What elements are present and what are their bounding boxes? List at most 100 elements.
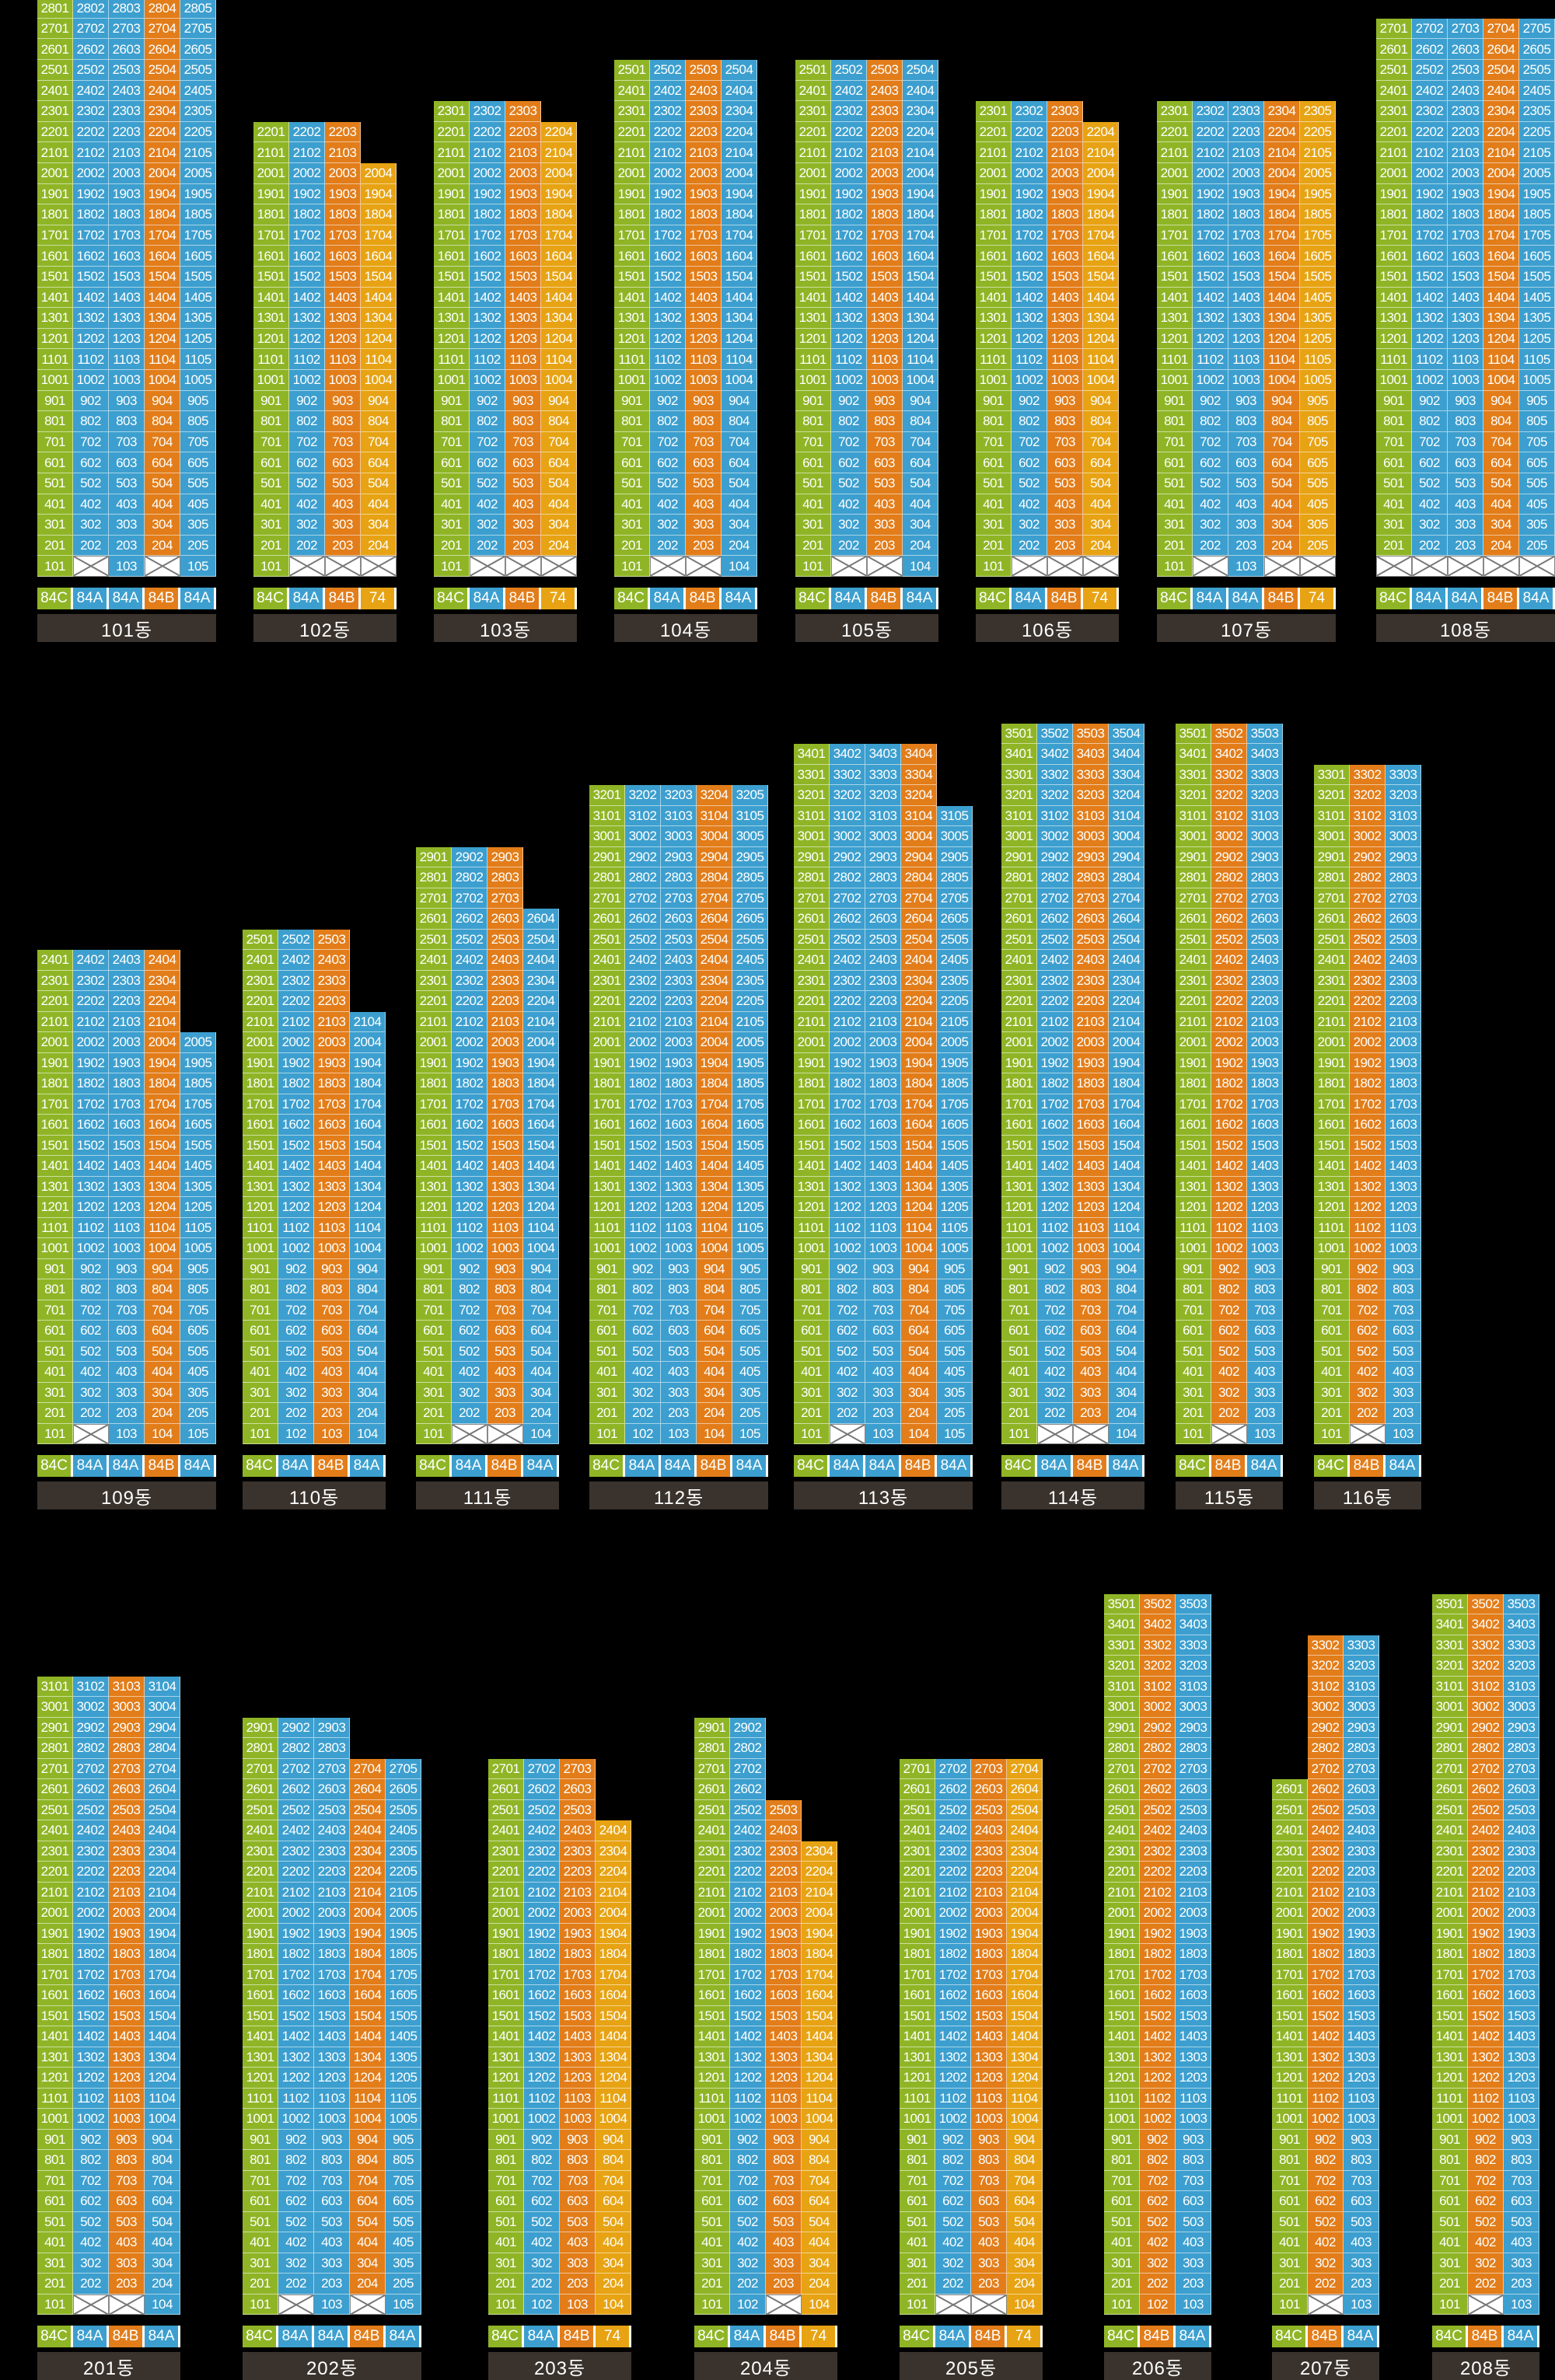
unit-cell: 3102 bbox=[1140, 1676, 1176, 1697]
unit-cell: 2201 bbox=[694, 1862, 730, 1883]
building-name: 104동 bbox=[614, 614, 757, 642]
unit-cell: 1904 bbox=[541, 183, 577, 205]
unit-cell: 1101 bbox=[794, 1217, 830, 1238]
unit-type-label: 84A bbox=[650, 588, 686, 609]
unit-cell: 402 bbox=[730, 2232, 766, 2253]
unit-cell: 1001 bbox=[1376, 370, 1412, 391]
unit-cell: 2402 bbox=[73, 80, 109, 102]
unit-cell: 302 bbox=[830, 1382, 865, 1403]
unit-cell: 903 bbox=[867, 390, 903, 412]
unit-cell: 2602 bbox=[524, 1779, 560, 1800]
unit-cell: 504 bbox=[145, 1341, 180, 1362]
unit-cell: 2304 bbox=[523, 970, 559, 991]
unit-cell: 2503 bbox=[1386, 929, 1421, 950]
unit-cell: 1204 bbox=[350, 2068, 386, 2089]
unit-cell: 1904 bbox=[697, 1052, 732, 1073]
unit-cell: 2104 bbox=[350, 1011, 386, 1032]
unit-cell: 1905 bbox=[1300, 183, 1336, 205]
unit-cell: 2702 bbox=[935, 1758, 971, 1779]
empty-unit bbox=[452, 1423, 487, 1444]
unit-cell: 2102 bbox=[73, 1011, 109, 1032]
unit-cell: 2102 bbox=[1412, 142, 1448, 163]
unit-cell: 2201 bbox=[253, 121, 289, 143]
unit-cell: 1703 bbox=[487, 1094, 523, 1115]
unit-cell: 2402 bbox=[831, 80, 867, 102]
empty-unit bbox=[650, 556, 686, 577]
unit-cell: 904 bbox=[1264, 390, 1300, 412]
unit-cell: 1404 bbox=[596, 2026, 631, 2047]
unit-cell: 2902 bbox=[73, 1717, 109, 1738]
unit-cell: 503 bbox=[1344, 2211, 1379, 2232]
unit-cell: 1704 bbox=[1264, 225, 1300, 246]
unit-cell: 1605 bbox=[732, 1115, 768, 1136]
unit-cell: 701 bbox=[488, 2170, 524, 2191]
unit-cell: 3302 bbox=[1468, 1635, 1504, 1656]
unit-cell: 703 bbox=[1228, 431, 1264, 453]
unit-cell: 303 bbox=[1247, 1382, 1283, 1403]
unit-cell: 1903 bbox=[1073, 1052, 1109, 1073]
unit-cell: 904 bbox=[541, 390, 577, 412]
unit-cell: 2402 bbox=[1308, 1820, 1344, 1841]
unit-cell: 302 bbox=[730, 2253, 766, 2274]
unit-cell: 201 bbox=[1157, 535, 1193, 557]
unit-cell: 2003 bbox=[1386, 1032, 1421, 1053]
unit-cell: 405 bbox=[937, 1362, 973, 1383]
unit-cell: 1804 bbox=[802, 1944, 837, 1965]
unit-cell: 1404 bbox=[903, 287, 938, 309]
unit-cell: 2902 bbox=[830, 846, 865, 867]
unit-cell: 1902 bbox=[278, 1923, 314, 1944]
unit-cell: 2704 bbox=[350, 1758, 386, 1779]
unit-cell: 1004 bbox=[1109, 1238, 1144, 1259]
unit-cell: 1503 bbox=[686, 267, 722, 288]
unit-cell: 1302 bbox=[625, 1176, 661, 1197]
unit-cell: 1904 bbox=[1007, 1923, 1043, 1944]
unit-cell: 1801 bbox=[1001, 1073, 1037, 1094]
unit-cell: 201 bbox=[416, 1403, 452, 1424]
unit-cell: 3403 bbox=[1247, 744, 1283, 765]
unit-cell: 3002 bbox=[1468, 1697, 1504, 1718]
unit-cell: 101 bbox=[243, 1423, 278, 1444]
unit-cell: 1502 bbox=[650, 267, 686, 288]
unit-cell: 1002 bbox=[1012, 370, 1047, 391]
unit-cell: 1004 bbox=[1007, 2109, 1043, 2130]
unit-cell: 1703 bbox=[325, 225, 361, 246]
unit-cell: 2005 bbox=[1519, 163, 1555, 184]
unit-cell: 901 bbox=[488, 2129, 524, 2150]
unit-cell: 1102 bbox=[831, 349, 867, 370]
unit-cell: 2401 bbox=[1272, 1820, 1308, 1841]
unit-cell: 303 bbox=[560, 2253, 596, 2274]
unit-cell: 2501 bbox=[488, 1799, 524, 1820]
unit-cell: 2402 bbox=[650, 80, 686, 102]
unit-cell: 1805 bbox=[180, 204, 216, 225]
unit-cell: 2802 bbox=[73, 1738, 109, 1759]
unit-cell: 2801 bbox=[416, 867, 452, 888]
unit-cell: 2302 bbox=[1140, 1841, 1176, 1862]
unit-cell: 1903 bbox=[1344, 1923, 1379, 1944]
unit-cell: 1101 bbox=[1432, 2088, 1468, 2109]
unit-cell: 2203 bbox=[661, 991, 697, 1012]
unit-cell: 2001 bbox=[1176, 1032, 1211, 1053]
unit-type-label: 84A bbox=[350, 1455, 386, 1477]
unit-cell: 2302 bbox=[73, 1841, 109, 1862]
unit-cell: 3401 bbox=[1001, 744, 1037, 765]
unit-cell: 1404 bbox=[145, 1156, 180, 1177]
unit-cell: 2802 bbox=[625, 867, 661, 888]
unit-cell: 2401 bbox=[1001, 950, 1037, 971]
unit-cell: 3301 bbox=[794, 764, 830, 785]
unit-cell: 1601 bbox=[1104, 1985, 1140, 2006]
unit-cell: 2803 bbox=[487, 867, 523, 888]
unit-cell: 304 bbox=[1083, 515, 1119, 536]
unit-cell: 302 bbox=[278, 2253, 314, 2274]
unit-cell: 605 bbox=[180, 452, 216, 473]
building-name: 207동 bbox=[1272, 2352, 1379, 2380]
unit-cell: 2504 bbox=[722, 60, 757, 81]
unit-cell: 2101 bbox=[1432, 1882, 1468, 1903]
unit-cell: 304 bbox=[145, 515, 180, 536]
unit-cell: 1201 bbox=[1104, 2068, 1140, 2089]
unit-cell: 102 bbox=[524, 2294, 560, 2315]
unit-cell: 204 bbox=[145, 1403, 180, 1424]
unit-cell: 1804 bbox=[541, 204, 577, 225]
unit-cell: 1702 bbox=[278, 1964, 314, 1985]
unit-cell: 2501 bbox=[589, 929, 625, 950]
unit-cell: 1601 bbox=[1314, 1115, 1350, 1136]
